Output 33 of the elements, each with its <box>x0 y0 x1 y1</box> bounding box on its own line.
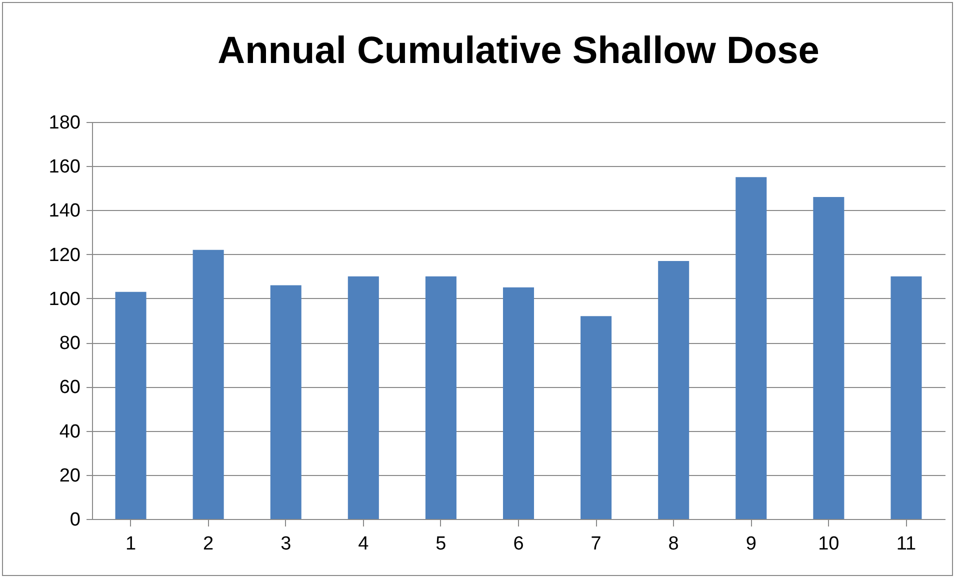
bar <box>813 196 844 519</box>
bar <box>425 276 456 519</box>
y-tick-label: 40 <box>59 421 80 442</box>
bar <box>502 287 534 519</box>
y-tick-label: 100 <box>48 288 80 310</box>
x-tick-label: 7 <box>590 534 602 554</box>
x-tick-label: 5 <box>436 534 446 554</box>
x-tick-label: 6 <box>513 534 524 554</box>
bar <box>736 177 767 519</box>
y-tick-label: 60 <box>59 377 80 398</box>
x-tick-label: 11 <box>896 534 916 554</box>
bar <box>658 260 690 519</box>
bar <box>115 292 146 519</box>
y-tick-label: 180 <box>48 112 80 134</box>
x-tick-label: 3 <box>280 534 292 554</box>
y-tick-label: 120 <box>48 244 80 266</box>
x-tick-label: 2 <box>203 534 214 554</box>
y-tick-label: 160 <box>48 156 80 178</box>
x-tick-label: 9 <box>746 534 756 554</box>
y-tick-label: 20 <box>59 465 80 486</box>
bar <box>192 250 224 519</box>
bar <box>890 276 922 519</box>
y-tick-label: 140 <box>48 200 80 222</box>
x-tick-label: 10 <box>818 534 840 554</box>
x-tick-label: 8 <box>668 534 679 554</box>
bar <box>348 276 379 519</box>
y-tick-label: 80 <box>59 333 80 354</box>
bar <box>270 285 302 519</box>
x-tick-label: 4 <box>358 534 370 554</box>
y-tick-label: 0 <box>70 510 80 530</box>
x-tick-label: 1 <box>125 534 136 554</box>
bar <box>580 316 612 519</box>
chart-title: Annual Cumulative Shallow Dose <box>218 30 820 72</box>
